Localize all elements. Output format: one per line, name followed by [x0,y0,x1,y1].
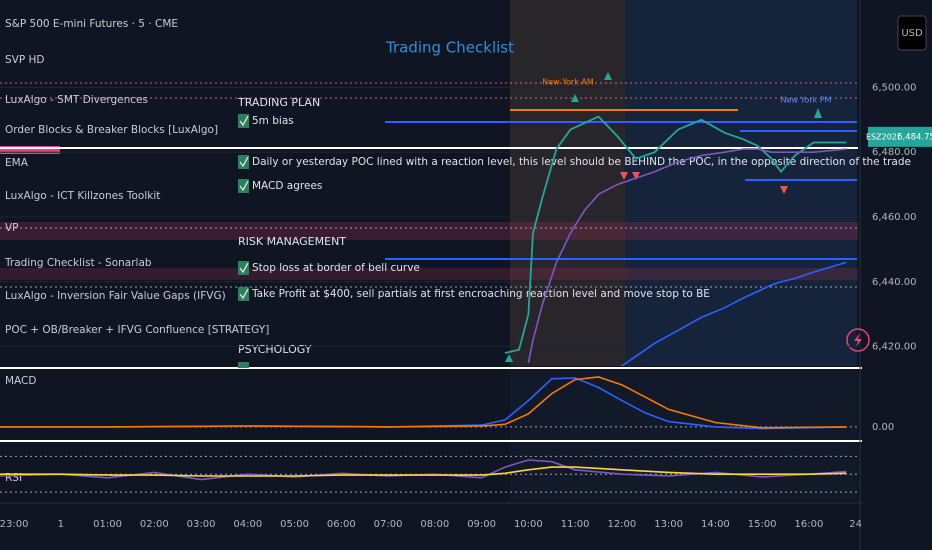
checkbox [238,114,249,128]
checklist-heading: TRADING PLAN [237,96,320,109]
indicator-name: LuxAlgo - SMT Divergences [5,94,148,106]
series-line [504,115,847,354]
x-tick-label: 16:00 [794,519,823,530]
x-tick-label: 03:00 [187,519,216,530]
y-tick-label: 6,440.00 [872,277,917,288]
currency-button[interactable] [897,15,927,51]
indicator-name: Trading Checklist - Sonarlab [4,257,152,269]
symbol-title: S&P 500 E-mini Futures · 5 · CME [5,18,178,30]
checkbox [238,179,249,193]
y-tick-label: 6,500.00 [872,82,917,93]
x-tick-label: 06:00 [327,519,356,530]
x-tick-label: 07:00 [374,519,403,530]
y-tick-label: 6,420.00 [872,342,917,353]
indicator-name: VP [5,222,19,234]
session-overlay [510,0,857,500]
pane [0,86,858,366]
series-line [0,466,847,477]
y-tick-label: 6,460.00 [872,212,917,223]
indicator-name: SVP HD [5,54,45,66]
checklist-item: 5m bias [252,115,294,127]
signal-arrow [571,94,579,102]
poc-marker [0,146,60,154]
pane [0,376,858,430]
session-label: New York PM [781,96,832,105]
x-tick-label: 24 [849,519,862,530]
x-tick-label: 14:00 [701,519,730,530]
checkmark [239,115,249,127]
signal-arrow [780,186,788,194]
x-tick-label: 01:00 [93,519,122,530]
checkmark [239,288,249,300]
checkbox [238,155,249,169]
x-tick-label: 15:00 [748,519,777,530]
last-price-badge [900,126,932,147]
x-tick-label: 13:00 [654,519,683,530]
checklist-item: Take Profit at $400, sell partials at fi… [251,288,710,300]
checklist-heading: PSYCHOLOGY [238,343,312,356]
x-tick-label: 09:00 [467,519,496,530]
indicator-name: LuxAlgo - ICT Killzones Toolkit [5,190,160,202]
signal-arrow [632,172,640,180]
zone-band [0,268,858,280]
y-tick-label: 6,480.00 [872,147,917,158]
currency[interactable]: USD [901,28,923,39]
alert-button[interactable] [846,328,870,352]
symbol-label: ESZ2025 [866,132,902,141]
indicator-name: EMA [5,157,29,169]
checklist-heading: RISK MANAGEMENT [238,235,346,248]
checklist-item: Daily or yesterday POC lined with a reac… [252,156,911,168]
checklist-item: Stop loss at border of bell curve [252,262,420,274]
indicator-name: POC + OB/Breaker + IFVG Confluence [STRA… [5,324,269,336]
x-tick-label: 08:00 [420,519,449,530]
session-label: New York AM [542,78,594,87]
series-line [620,261,847,366]
indicator-name: Order Blocks & Breaker Blocks [LuxAlgo] [5,124,218,136]
checklist-title: Trading Checklist [385,39,514,57]
checkbox [238,261,249,275]
signal-arrow [620,172,628,180]
checkmark [239,262,249,274]
checklist-item: MACD agrees [252,180,322,192]
x-tick-label: 1 [58,519,64,530]
alert-icon [854,333,862,347]
checkmark [239,156,249,168]
x-tick-label: 10:00 [514,519,543,530]
x-tick-label: 02:00 [140,519,169,530]
x-tick-label: 11:00 [561,519,590,530]
signal-arrow [604,72,612,80]
y-tick-label: 0.00 [872,422,894,433]
symbol-badge [868,126,900,147]
signal-arrow [814,108,822,118]
x-tick-label: 23:00 [0,519,28,530]
checkbox [238,287,249,301]
ny-pm-zone [625,0,857,366]
x-tick-label: 05:00 [280,519,309,530]
indicator-name: LuxAlgo - Inversion Fair Value Gaps (IFV… [5,290,226,302]
checkmark [239,180,249,192]
x-tick-label: 12:00 [607,519,636,530]
last-price: 6,484.75 [897,132,932,142]
checkbox [238,362,249,368]
series-line [527,148,847,363]
series-line [0,376,847,429]
pane [0,455,858,493]
x-tick-label: 04:00 [233,519,262,530]
price-axis [862,0,932,550]
zone-band [0,222,858,240]
signal-arrow [505,354,513,362]
pane-label: MACD [5,375,36,387]
